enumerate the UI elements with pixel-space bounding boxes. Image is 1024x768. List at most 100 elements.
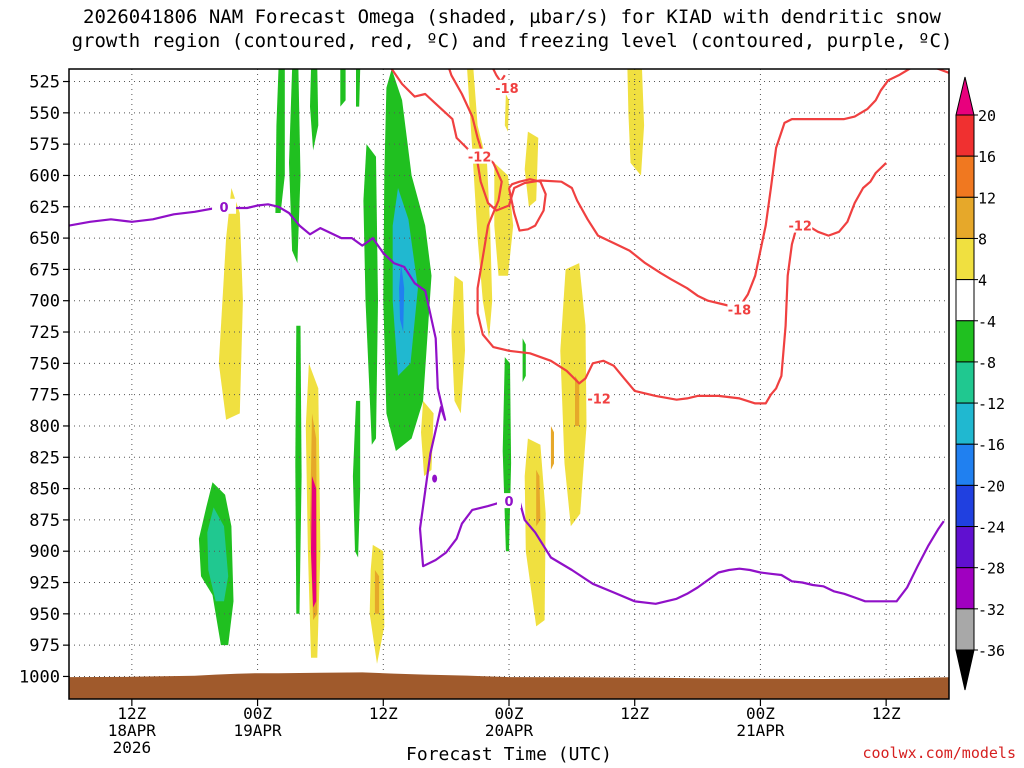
colorbar-label-2: 12 (978, 189, 996, 207)
y-tick-label-600: 600 (29, 166, 60, 186)
dgz-contour-1 (909, 69, 949, 74)
x-axis-label: Forecast Time (UTC) (406, 744, 612, 765)
freezing-label-a-bg (212, 198, 237, 214)
y-tick-label-525: 525 (29, 73, 60, 93)
colorbar-bin-2 (955, 196, 975, 239)
omega-region-15 (295, 325, 302, 614)
x-tick-label-42-1: 20APR (485, 721, 534, 740)
colorbar-bottom-arrow (955, 649, 975, 691)
omega-region-29 (536, 469, 541, 527)
y-tick-label-975: 975 (29, 636, 60, 656)
colorbar-label-9: -20 (978, 477, 1005, 495)
y-tick-label-950: 950 (29, 605, 60, 625)
y-tick-label-825: 825 (29, 448, 60, 468)
colorbar-bin-4 (955, 279, 975, 322)
dgz-label-12-b-bg (587, 390, 612, 406)
dgz-label-upper-bg (494, 79, 519, 95)
colorbar-label-11: -28 (978, 560, 1005, 578)
omega-region-20 (374, 570, 380, 614)
x-tick-label-18-0: 00Z (243, 704, 272, 723)
colorbar-bin-5 (955, 320, 975, 363)
omega-region-14 (207, 507, 229, 602)
colorbar-top-arrow (955, 76, 975, 116)
y-tick-label-650: 650 (29, 229, 60, 249)
omega-region-32 (550, 426, 554, 470)
colorbar-label-5: -4 (978, 313, 996, 331)
chart-title-line-1: 2026041806 NAM Forecast Omega (shaded, µ… (83, 6, 941, 28)
y-tick-label-900: 900 (29, 542, 60, 562)
y-tick-label-1000: 1000 (19, 667, 60, 687)
omega-region-4 (340, 69, 346, 107)
omega-region-8 (392, 188, 418, 376)
y-tick-label-850: 850 (29, 480, 60, 500)
dgz-label-18: -18 (728, 303, 752, 318)
colorbar-bin-3 (955, 237, 975, 281)
freezing-level-contour (69, 203, 945, 605)
colorbar-label-6: -8 (978, 354, 996, 372)
x-tick-label-42-0: 00Z (495, 704, 524, 723)
x-tick-label-30-0: 12Z (369, 704, 398, 723)
omega-region-30 (560, 263, 587, 527)
colorbar-label-3: 8 (978, 230, 987, 248)
x-tick-label-54-0: 12Z (620, 704, 649, 723)
colorbar-label-13: -36 (978, 642, 1005, 660)
x-tick-label-78-0: 12Z (872, 704, 901, 723)
dgz-label-upper: -18 (495, 82, 519, 97)
x-tick-label-66-0: 00Z (746, 704, 775, 723)
freezing-label-b-bg (497, 493, 521, 509)
x-tick-label-18-1: 19APR (233, 721, 282, 740)
dgz-contour-4 (507, 178, 547, 232)
omega-region-2 (289, 69, 301, 264)
dgz-label-12-c-bg (788, 217, 813, 233)
omega-region-5 (356, 69, 361, 107)
omega-region-33 (627, 69, 645, 176)
freezing-label-b: 0 (504, 495, 513, 510)
site-credit[interactable]: coolwx.com/models (862, 744, 1016, 762)
x-tick-label-6-1: 18APR (108, 721, 157, 740)
colorbar-bin-0 (955, 114, 975, 157)
freezing-level-blob (432, 474, 438, 483)
colorbar-bin-6 (955, 361, 975, 404)
dgz-contour-0 (390, 69, 910, 309)
y-tick-label-875: 875 (29, 511, 60, 531)
dgz-label-12-c: -12 (788, 220, 812, 235)
colorbar-label-7: -12 (978, 395, 1005, 413)
colorbar: 20 16 12 8 4 -4 -8 -12 -16 -20 -24 -28 -32 -36 (955, 76, 1005, 691)
colorbar-label-12: -32 (978, 601, 1005, 619)
y-tick-label-725: 725 (29, 323, 60, 343)
omega-region-6 (363, 144, 378, 445)
colorbar-bin-1 (955, 155, 975, 198)
colorbar-bin-8 (955, 443, 975, 486)
dgz-label-12-a-bg (467, 148, 492, 164)
colorbar-label-8: -16 (978, 436, 1005, 454)
dgz-contour-2 (492, 69, 506, 83)
omega-region-31 (575, 375, 580, 426)
terrain-fill (69, 672, 949, 699)
omega-region-11 (352, 400, 361, 558)
x-tick-label-6-0: 12Z (117, 704, 146, 723)
chart-title-line-2: growth region (contoured, red, ºC) and f… (71, 30, 953, 52)
omega-region-3 (310, 69, 319, 151)
y-tick-label-575: 575 (29, 135, 60, 155)
omega-region-24 (524, 131, 539, 207)
freezing-label-a: 0 (220, 201, 229, 216)
y-tick-label-800: 800 (29, 417, 60, 437)
omega-region-0 (218, 188, 243, 420)
contour-layer: -18 -12 -12 -12 -18 0 0 (69, 69, 949, 605)
colorbar-bin-12 (955, 608, 975, 651)
omega-region-9 (399, 263, 405, 332)
dgz-label-12-a: -12 (468, 151, 492, 166)
y-tick-label-775: 775 (29, 386, 60, 406)
x-tick-label-66-1: 21APR (736, 721, 785, 740)
omega-region-1 (275, 69, 285, 213)
omega-region-18 (311, 476, 317, 608)
grid-layer (69, 69, 949, 699)
colorbar-bin-10 (955, 526, 975, 569)
x-tick-label-6-2: 2026 (113, 738, 152, 757)
y-tick-label-700: 700 (29, 292, 60, 312)
colorbar-bin-9 (955, 484, 975, 528)
y-tick-label-750: 750 (29, 354, 60, 374)
omega-region-27 (522, 338, 526, 383)
